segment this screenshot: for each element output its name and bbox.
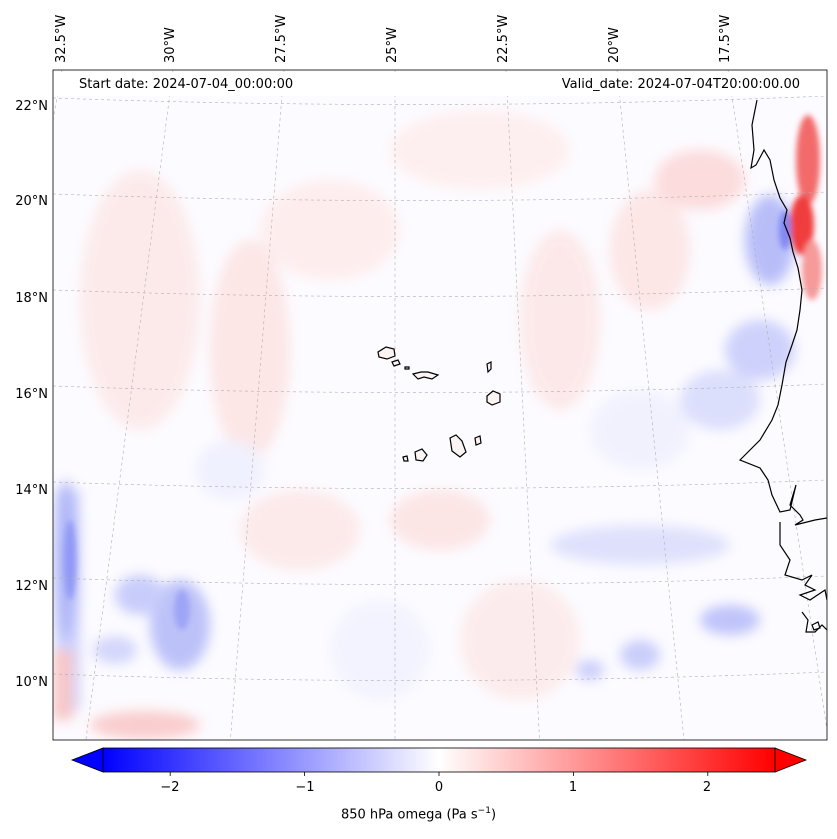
lat-label-22n: 22°N [15,99,48,114]
island-sao-nicolau [411,371,440,380]
lon-label-27-5w: 27.5°W [274,14,289,63]
parallel-gridline [53,671,827,681]
cape-verde-islands [377,346,501,462]
lon-label-22-5w: 22.5°W [496,14,511,63]
africa-coastline-north [738,99,827,526]
lat-label-16n: 16°N [15,387,48,402]
lat-label-14n: 14°N [15,483,48,498]
island-boa-vista [486,390,501,406]
start-date-annotation: Start date: 2024-07-04_00:00:00 [79,77,294,92]
meridian-gridline [85,70,174,740]
colorbar-label-exponent: −1 [477,806,491,816]
lon-label-25w: 25°W [385,27,400,63]
lon-label-20w: 20°W [607,27,622,63]
annotation-background [53,72,827,96]
map-frame [52,69,828,741]
island-santa-luzia [404,366,410,370]
lat-label-18n: 18°N [15,291,48,306]
parallel-gridline [53,95,827,105]
islands-bijagos [811,621,821,631]
lon-label-32-5w: 32.5°W [54,14,69,63]
island-santo-antao [377,346,396,360]
colorbar-label: 850 hPa omega (Pa s−1) [0,806,837,822]
parallel-gridline [53,287,827,297]
island-sal [486,361,492,374]
colorbar-tick-label: 1 [568,780,578,795]
colorbar-body [102,747,776,773]
lat-label-20n: 20°N [15,194,48,209]
valid-date-annotation: Valid_date: 2024-07-04T20:00:00.00 [561,77,800,92]
coastline [738,99,827,633]
island-santiago [449,434,467,458]
colorbar-label-text: 850 hPa omega (Pa s [340,807,478,823]
colorbar-tick-label: −2 [160,780,180,795]
colorbar-label-close: ) [490,807,497,823]
colorbar-tick-label: 2 [702,780,712,795]
colorbar-tickmarks [169,772,709,776]
parallel-gridline [53,575,827,585]
island-sao-vicente [391,359,401,367]
parallel-gridline [53,191,827,201]
island-brava [402,455,409,462]
island-fogo [414,448,428,462]
colorbar-tick-label: 0 [434,780,444,795]
parallel-gridline [53,383,827,393]
omega-field [53,110,822,739]
colorbar-extend-low [70,747,104,773]
gridlines [53,70,827,740]
island-maio [474,435,482,446]
colorbar [70,747,808,776]
lat-label-12n: 12°N [15,579,48,594]
lon-label-17-5w: 17.5°W [718,14,733,63]
colorbar-extend-high [774,747,808,773]
meridian-gridline [230,70,285,740]
senegal-coastline [779,522,827,601]
lon-label-30w: 30°W [163,27,178,63]
guinea-bissau-coast [801,611,827,633]
colorbar-tick-label: −1 [295,780,315,795]
meridian-gridline [616,70,685,740]
lat-label-10n: 10°N [15,675,48,690]
meridian-gridline [505,70,540,740]
parallel-gridline [53,479,827,489]
